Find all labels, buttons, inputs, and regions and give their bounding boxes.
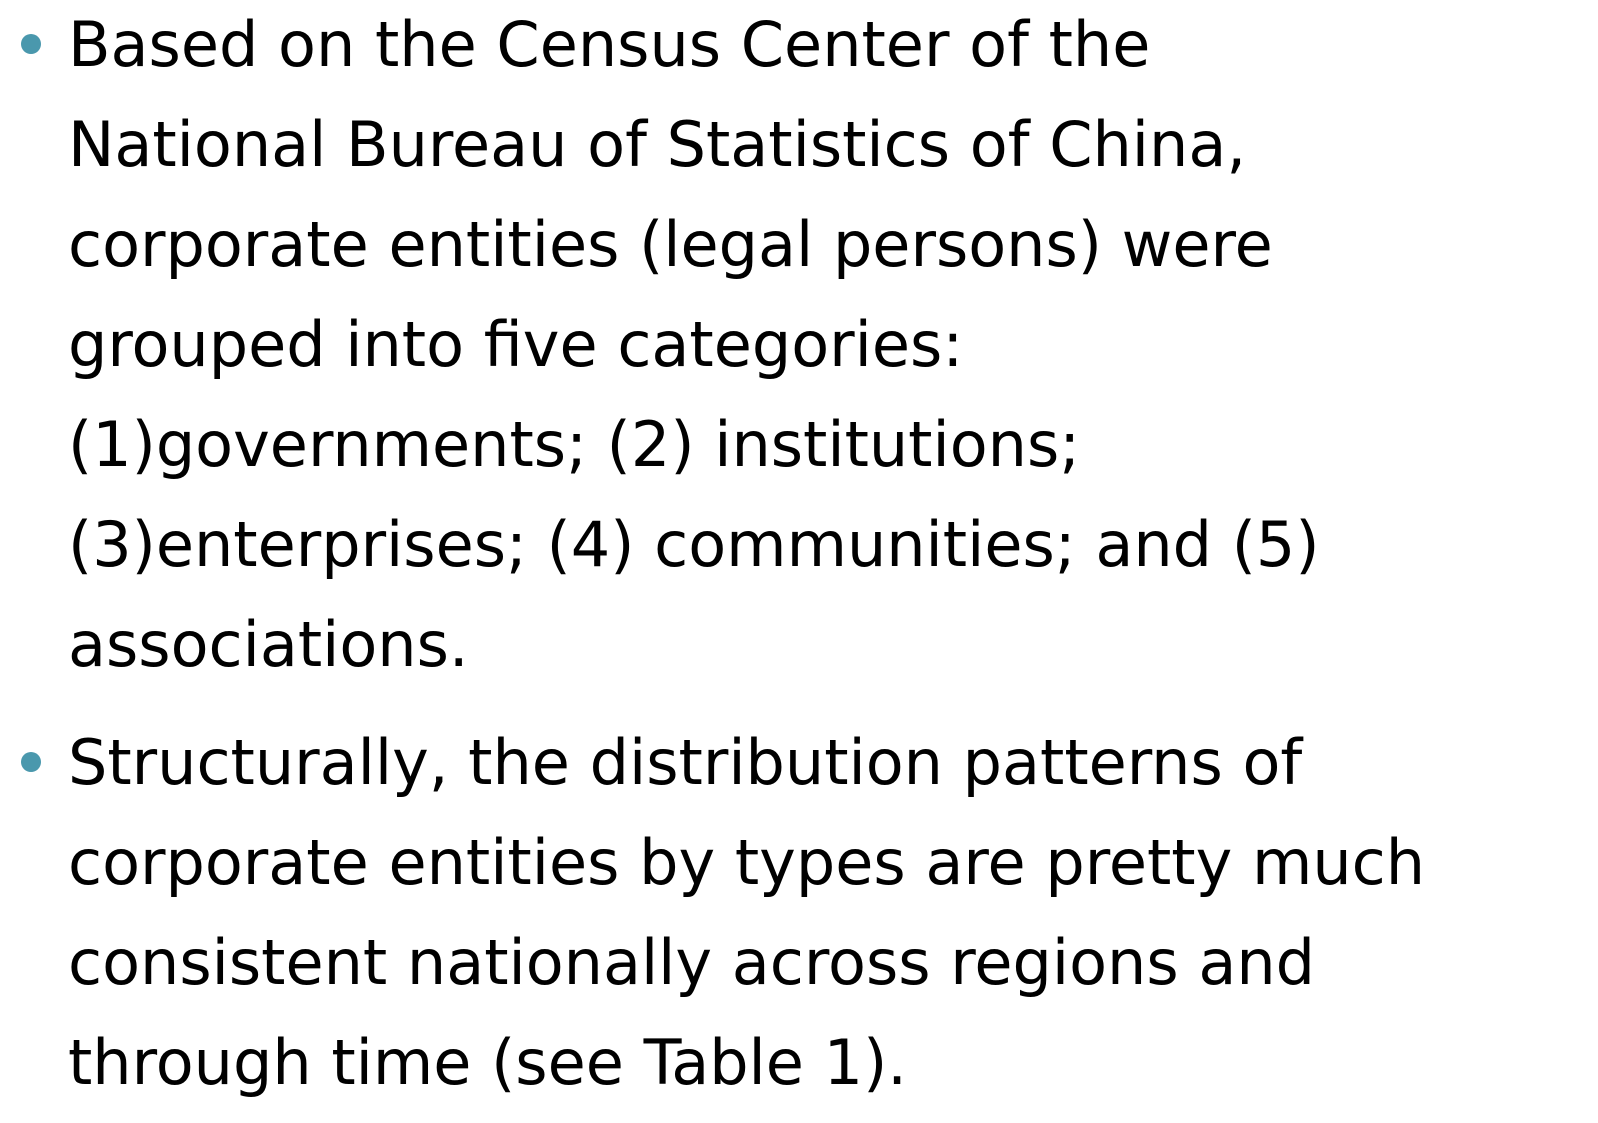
bullet-text-line: associations. (68, 608, 469, 681)
bullet-text-line: National Bureau of Statistics of China, (68, 108, 1246, 181)
bullet-text-line: corporate entities (legal persons) were (68, 208, 1273, 281)
bullet-text-line: Structurally, the distribution patterns … (68, 726, 1304, 799)
bullet-text-line: corporate entities by types are pretty m… (68, 826, 1425, 899)
bullet-dot (21, 34, 41, 54)
bullet-dot (21, 752, 41, 772)
bullet-text-line: (3)enterprises; (4) communities; and (5) (68, 508, 1320, 581)
bullet-text-line: through time (see Table 1). (68, 1026, 907, 1099)
bullet-text-line: (1)governments; (2) institutions; (68, 408, 1080, 481)
bullet-text-line: consistent nationally across regions and (68, 926, 1315, 999)
bullet-text-line: grouped into five categories: (68, 308, 963, 381)
bullet-text-line: Based on the Census Center of the (68, 8, 1150, 81)
